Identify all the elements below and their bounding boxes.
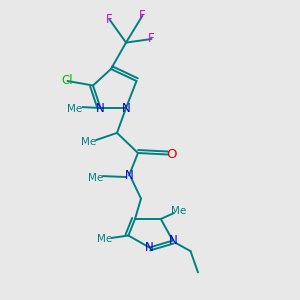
Text: Me: Me — [97, 234, 112, 244]
Text: Me: Me — [81, 136, 96, 147]
Text: F: F — [148, 32, 155, 46]
Text: N: N — [168, 234, 177, 247]
Text: Me: Me — [68, 104, 82, 115]
Text: N: N — [122, 101, 130, 115]
Text: N: N — [124, 169, 134, 182]
Text: F: F — [139, 9, 146, 22]
Text: N: N — [96, 101, 105, 115]
Text: F: F — [106, 13, 113, 26]
Text: Me: Me — [88, 172, 103, 183]
Text: O: O — [166, 148, 176, 161]
Text: Me: Me — [171, 206, 186, 216]
Text: Cl: Cl — [62, 74, 73, 88]
Text: N: N — [145, 241, 154, 254]
